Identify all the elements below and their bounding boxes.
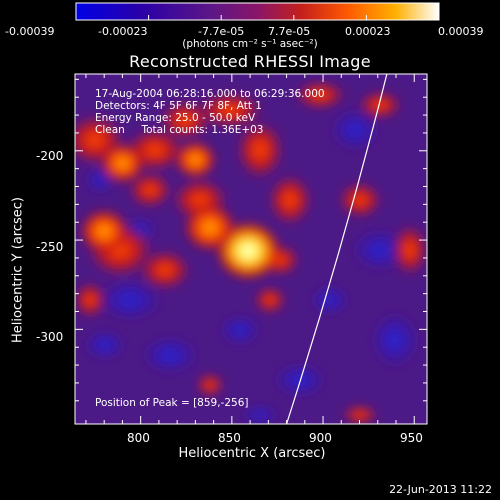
heatmap-texture-blob xyxy=(358,91,402,119)
bright-source xyxy=(100,143,145,184)
heatmap-texture-blob xyxy=(369,310,421,370)
y-tick-label-m250: -250 xyxy=(36,240,64,254)
heatmap-texture-blob xyxy=(218,314,262,346)
colorbar-ticks xyxy=(75,15,440,20)
annotation-line-4: Clean Total counts: 1.36E+03 xyxy=(95,124,264,136)
heatmap-texture-blob xyxy=(240,405,280,424)
heatmap-blobs xyxy=(75,81,427,424)
heatmap-texture-blob xyxy=(392,224,427,276)
x-tick-label-800: 800 xyxy=(127,431,150,445)
y-tick-label-m200: -200 xyxy=(36,149,64,163)
colorbar-tick-label-2: -0.00023 xyxy=(98,25,148,38)
heatmap-texture-blob xyxy=(83,329,127,361)
heatmap-texture-blob xyxy=(294,81,346,109)
y-tick-label-m300: -300 xyxy=(36,330,64,344)
bright-source xyxy=(184,204,236,251)
heatmap-texture-blob xyxy=(236,120,284,180)
footer-timestamp: 22-Jun-2013 11:22 xyxy=(389,483,492,496)
x-axis-label: Heliocentric X (arcsec) xyxy=(178,446,326,461)
colorbar-unit: (photons cm⁻² s⁻¹ asec⁻²) xyxy=(182,38,318,50)
colorbar-tick-label-1: -0.00039 xyxy=(5,25,55,38)
heatmap-texture-blob xyxy=(96,278,164,322)
peak-position-label: Position of Peak = [859,-256] xyxy=(95,397,249,409)
x-tick-label-950: 950 xyxy=(400,431,423,445)
heatmap xyxy=(75,74,427,424)
colorbar-tick-label-6: 0.00039 xyxy=(438,25,484,38)
bright-source xyxy=(80,209,129,253)
heatmap-texture-blob xyxy=(338,182,382,218)
heatmap-texture-blob xyxy=(140,335,200,375)
heatmap-texture-blob xyxy=(196,373,224,397)
annotation-line-3: Energy Range: 25.0 - 50.0 keV xyxy=(95,112,256,124)
x-tick-label-850: 850 xyxy=(218,431,241,445)
colorbar xyxy=(75,2,440,21)
heatmap-texture-blob xyxy=(139,250,191,290)
solar-limb-line xyxy=(285,74,388,424)
axis-ticks xyxy=(75,74,427,424)
colorbar-tick-label-4: 7.7e-05 xyxy=(268,25,311,38)
annotation-line-2: Detectors: 4F 5F 6F 7F 8F, Att 1 xyxy=(95,100,262,112)
plot-frame xyxy=(74,73,428,425)
colorbar-tick-label-5: 0.00023 xyxy=(345,25,391,38)
heatmap-texture-blob xyxy=(329,108,381,152)
heatmap-texture-blob xyxy=(310,284,350,316)
heatmap-texture-blob xyxy=(128,172,172,208)
y-axis-label: Heliocentric Y (arcsec) xyxy=(10,197,26,343)
colorbar-gradient xyxy=(75,2,440,21)
heatmap-texture-blob xyxy=(342,405,378,424)
colorbar-tick-label-3: -7.7e-05 xyxy=(198,25,245,38)
chart-title: Reconstructed RHESSI Image xyxy=(129,52,371,71)
bright-source xyxy=(175,141,216,178)
heatmap-texture-blob xyxy=(268,174,312,226)
heatmap-texture-blob xyxy=(75,282,106,318)
annotation-line-1: 17-Aug-2004 06:28:16.000 to 06:29:36.000 xyxy=(95,88,325,100)
heatmap-texture-blob xyxy=(254,286,286,314)
heatmap-texture-blob xyxy=(196,92,264,128)
x-tick-label-900: 900 xyxy=(309,431,332,445)
